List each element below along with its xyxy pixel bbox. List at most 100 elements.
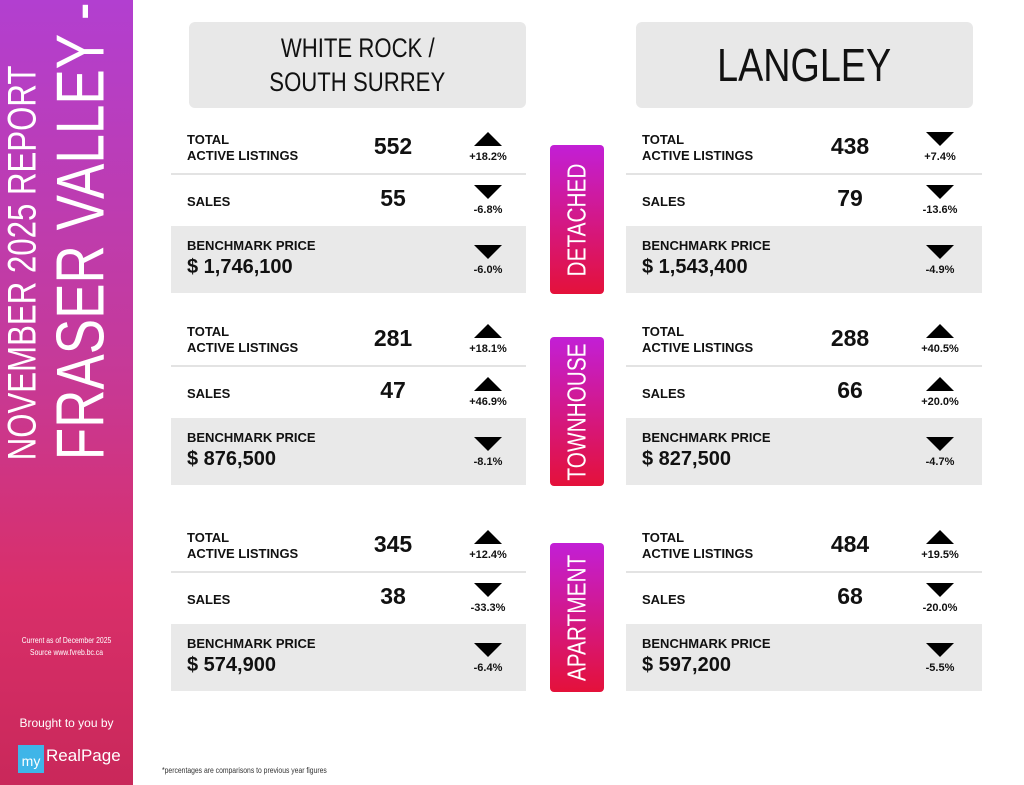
- change-pct: +18.2%: [469, 151, 507, 163]
- row-label: TOTAL: [187, 530, 230, 545]
- category-pill: APARTMENT: [550, 543, 604, 692]
- row-label: ACTIVE LISTINGS: [187, 546, 299, 561]
- change-pct: -5.5%: [925, 662, 955, 674]
- trend-arrow: [474, 643, 502, 657]
- change-pct: -33.3%: [470, 602, 506, 614]
- category-label: DETACHED: [561, 163, 592, 276]
- row-label: TOTAL: [187, 324, 230, 339]
- row-label: BENCHMARK PRICE: [642, 430, 771, 445]
- row-label: ACTIVE LISTINGS: [642, 340, 754, 355]
- row-label: TOTAL: [642, 324, 685, 339]
- brought-by: Brought to you by: [19, 716, 114, 730]
- row-label: ACTIVE LISTINGS: [642, 546, 754, 561]
- row-label: SALES: [187, 592, 231, 607]
- row-label: ACTIVE LISTINGS: [187, 148, 299, 163]
- row-label: ACTIVE LISTINGS: [187, 340, 299, 355]
- region-name: WHITE ROCK /: [280, 33, 435, 63]
- row-value: 281: [373, 325, 413, 351]
- category-label: APARTMENT: [561, 554, 592, 681]
- row-rule: [626, 571, 982, 573]
- trend-arrow: [474, 583, 502, 597]
- row-value: 55: [380, 185, 406, 211]
- change-pct: +19.5%: [921, 549, 959, 561]
- row-label: SALES: [187, 194, 231, 209]
- change-pct: -13.6%: [922, 204, 958, 216]
- source-note: Source www.fvreb.bc.ca: [30, 648, 103, 657]
- row-value: 38: [380, 583, 406, 609]
- region-name: SOUTH SURREY: [269, 67, 446, 97]
- row-label: BENCHMARK PRICE: [187, 430, 316, 445]
- row-value: 438: [830, 133, 870, 159]
- category-pill: TOWNHOUSE: [550, 337, 604, 486]
- change-pct: -4.9%: [925, 264, 955, 276]
- current-note: Current as of December 2025: [21, 636, 112, 645]
- change-pct: +7.4%: [924, 151, 956, 163]
- row-value: $ 876,500: [187, 448, 276, 470]
- report-label: NOVEMBER 2025 REPORT: [0, 65, 45, 461]
- row-rule: [626, 365, 982, 367]
- trend-arrow: [926, 530, 954, 544]
- change-pct: -20.0%: [922, 602, 958, 614]
- row-value: 484: [830, 531, 870, 557]
- benchmark-bg: [626, 418, 982, 485]
- row-value: $ 827,500: [642, 448, 731, 470]
- row-label: SALES: [642, 386, 686, 401]
- logo-name: RealPage: [46, 746, 121, 765]
- trend-arrow: [474, 324, 502, 338]
- change-pct: -8.1%: [473, 456, 503, 468]
- trend-arrow: [474, 132, 502, 146]
- category-pill: DETACHED: [550, 145, 604, 294]
- trend-arrow: [926, 377, 954, 391]
- trend-arrow: [474, 377, 502, 391]
- trend-arrow: [926, 324, 954, 338]
- row-value: 68: [837, 583, 863, 609]
- trend-arrow: [926, 132, 954, 146]
- trend-arrow: [926, 437, 954, 451]
- row-value: 552: [373, 133, 413, 159]
- row-label: TOTAL: [642, 132, 685, 147]
- change-pct: +12.4%: [469, 549, 507, 561]
- benchmark-bg: [626, 226, 982, 293]
- change-pct: +18.1%: [469, 343, 507, 355]
- benchmark-bg: [171, 226, 526, 293]
- benchmark-bg: [626, 624, 982, 691]
- row-label: BENCHMARK PRICE: [187, 636, 316, 651]
- change-pct: -6.0%: [473, 264, 503, 276]
- change-pct: +40.5%: [921, 343, 959, 355]
- row-value: $ 597,200: [642, 654, 731, 676]
- change-pct: -6.4%: [473, 662, 503, 674]
- row-value: 288: [830, 325, 870, 351]
- row-rule: [171, 173, 526, 175]
- sidebar: NOVEMBER 2025 REPORT FRASER VALLEY -2 Cu…: [0, 0, 133, 785]
- trend-arrow: [926, 643, 954, 657]
- trend-arrow: [474, 185, 502, 199]
- row-label: BENCHMARK PRICE: [187, 238, 316, 253]
- logo-mark: my: [18, 745, 44, 773]
- row-label: SALES: [642, 592, 686, 607]
- row-value: 79: [837, 185, 863, 211]
- trend-arrow: [926, 583, 954, 597]
- footnote: *percentages are comparisons to previous…: [162, 766, 327, 775]
- row-label: ACTIVE LISTINGS: [642, 148, 754, 163]
- region-header: LANGLEY: [636, 22, 973, 108]
- change-pct: +46.9%: [469, 396, 507, 408]
- row-value: 66: [837, 377, 863, 403]
- trend-arrow: [926, 245, 954, 259]
- trend-arrow: [926, 185, 954, 199]
- trend-arrow: [474, 530, 502, 544]
- row-label: TOTAL: [187, 132, 230, 147]
- sidebar-title: NOVEMBER 2025 REPORT FRASER VALLEY -2: [0, 0, 133, 507]
- row-value: $ 574,900: [187, 654, 276, 676]
- benchmark-bg: [171, 624, 526, 691]
- row-rule: [171, 571, 526, 573]
- row-label: SALES: [187, 386, 231, 401]
- region-name: LANGLEY: [717, 39, 892, 91]
- row-rule: [626, 173, 982, 175]
- row-label: TOTAL: [642, 530, 685, 545]
- row-label: BENCHMARK PRICE: [642, 238, 771, 253]
- row-value: $ 1,543,400: [642, 256, 748, 278]
- row-value: 345: [373, 531, 413, 557]
- row-value: $ 1,746,100: [187, 256, 293, 278]
- trend-arrow: [474, 437, 502, 451]
